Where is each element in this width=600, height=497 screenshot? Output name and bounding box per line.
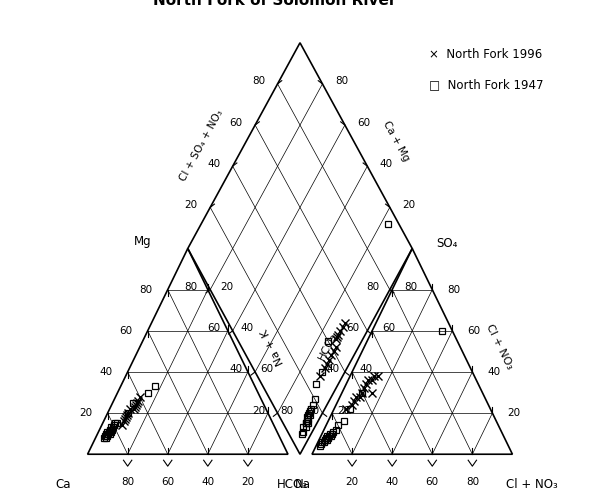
Text: 60: 60 <box>467 326 481 336</box>
Text: 20: 20 <box>337 406 350 415</box>
Text: 40: 40 <box>360 364 373 374</box>
Text: 40: 40 <box>240 324 253 333</box>
Text: 60: 60 <box>382 324 395 333</box>
Text: 20: 20 <box>346 477 359 487</box>
Text: 60: 60 <box>230 118 242 128</box>
Text: 20: 20 <box>507 408 520 418</box>
Text: 40: 40 <box>100 367 113 377</box>
Text: Ca: Ca <box>55 478 70 491</box>
Text: Cl + SO₄ + NO₃: Cl + SO₄ + NO₃ <box>178 108 225 183</box>
Text: HCO₃: HCO₃ <box>277 478 308 491</box>
Text: Na + K: Na + K <box>260 327 286 366</box>
Text: 40: 40 <box>230 364 242 374</box>
Text: 80: 80 <box>447 285 460 295</box>
Text: 40: 40 <box>207 159 220 168</box>
Text: 40: 40 <box>380 159 393 168</box>
Text: 60: 60 <box>426 477 439 487</box>
Text: 60: 60 <box>207 324 220 333</box>
Text: HCO₃: HCO₃ <box>316 331 338 362</box>
Text: Na: Na <box>295 478 311 491</box>
Text: 80: 80 <box>404 282 418 292</box>
Text: 80: 80 <box>335 77 348 86</box>
Text: 60: 60 <box>358 118 370 128</box>
Text: Cl + NO₃: Cl + NO₃ <box>506 478 558 491</box>
Text: 20: 20 <box>307 406 320 415</box>
Text: 80: 80 <box>185 282 198 292</box>
Text: North Fork of Solomon River: North Fork of Solomon River <box>154 0 397 8</box>
Text: 40: 40 <box>326 364 340 374</box>
Text: 20: 20 <box>185 200 198 210</box>
Text: ×  North Fork 1996: × North Fork 1996 <box>429 48 542 61</box>
Text: 60: 60 <box>347 324 360 333</box>
Text: 40: 40 <box>201 477 214 487</box>
Text: 80: 80 <box>466 477 479 487</box>
Text: 20: 20 <box>252 406 265 415</box>
Text: 40: 40 <box>386 477 399 487</box>
Text: □  North Fork 1947: □ North Fork 1947 <box>429 78 544 91</box>
Text: 80: 80 <box>140 285 153 295</box>
Text: 20: 20 <box>402 200 415 210</box>
Text: 20: 20 <box>241 477 254 487</box>
Text: 80: 80 <box>121 477 134 487</box>
Text: 60: 60 <box>119 326 133 336</box>
Text: 20: 20 <box>80 408 93 418</box>
Text: Mg: Mg <box>134 235 152 248</box>
Text: SO₄: SO₄ <box>436 237 458 250</box>
Text: 80: 80 <box>367 282 380 292</box>
Text: 60: 60 <box>161 477 174 487</box>
Text: 60: 60 <box>260 364 274 374</box>
Text: Cl + NO₃: Cl + NO₃ <box>484 322 515 371</box>
Text: Ca + Mg: Ca + Mg <box>381 119 411 163</box>
Text: 20: 20 <box>220 282 233 292</box>
Text: 80: 80 <box>252 77 265 86</box>
Text: 40: 40 <box>487 367 500 377</box>
Text: 80: 80 <box>280 406 293 415</box>
